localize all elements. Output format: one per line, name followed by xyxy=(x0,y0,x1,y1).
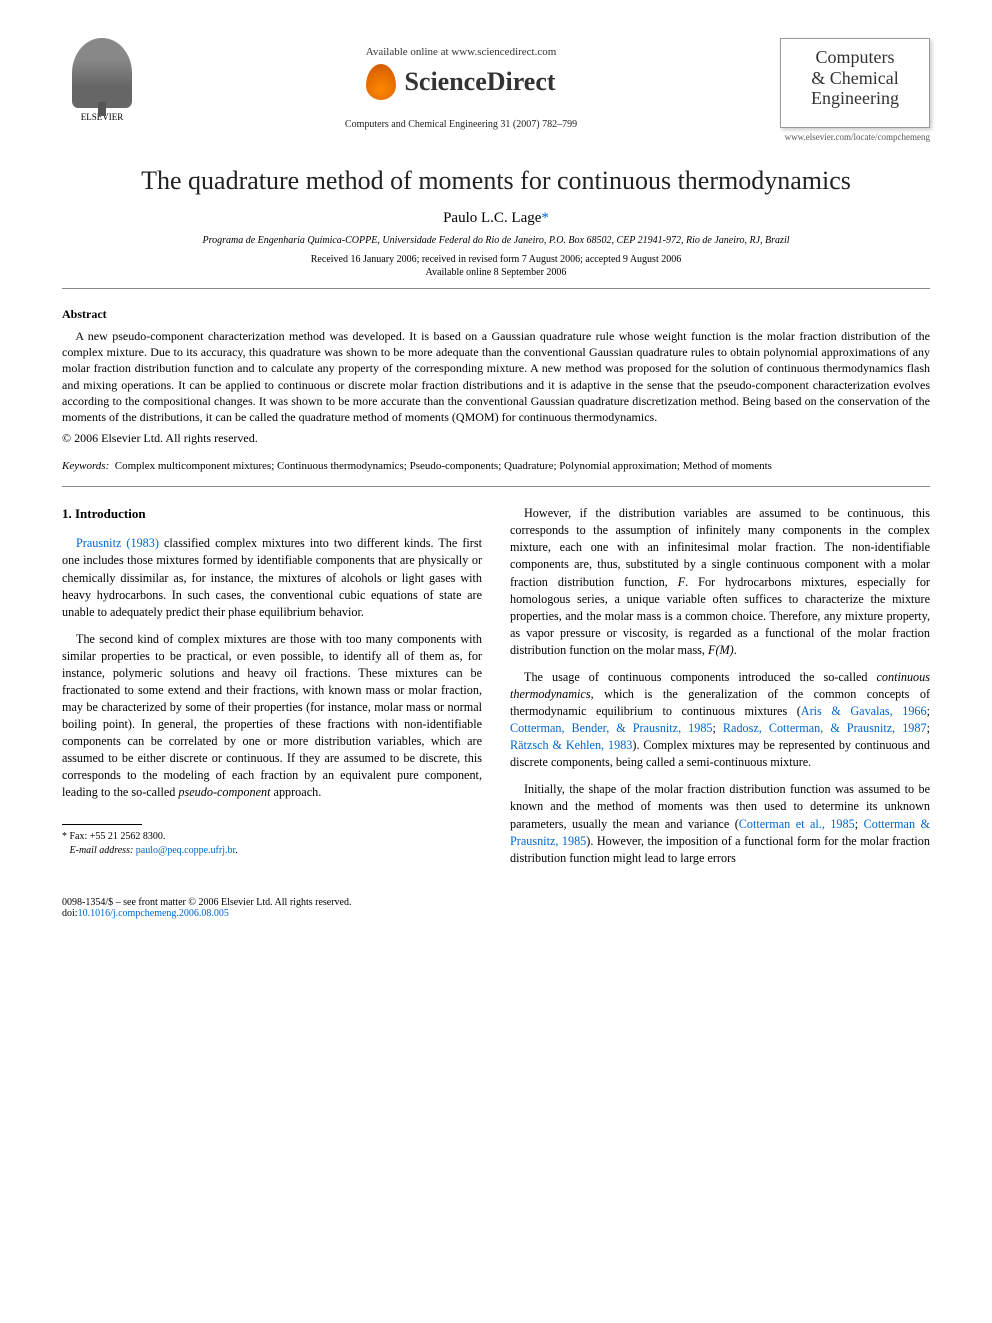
journal-box-line3: Engineering xyxy=(787,88,923,109)
header-row: ELSEVIER Available online at www.science… xyxy=(62,38,930,142)
affiliation: Programa de Engenharia Química-COPPE, Un… xyxy=(62,235,930,246)
r-p1d: F(M) xyxy=(708,643,734,657)
left-p2-pseudo: pseudo-component xyxy=(178,785,270,799)
abstract-p1: A new pseudo-component characterization … xyxy=(62,329,930,424)
body-columns: 1. Introduction Prausnitz (1983) classif… xyxy=(62,505,930,877)
r-p2g: ; xyxy=(713,721,723,735)
journal-box-line1: Computers xyxy=(787,47,923,68)
journal-box-wrapper: Computers & Chemical Engineering www.els… xyxy=(780,38,930,142)
section-heading: 1. Introduction xyxy=(62,505,482,523)
right-p1: However, if the distribution variables a… xyxy=(510,505,930,659)
journal-box-line2: & Chemical xyxy=(787,68,923,89)
sciencedirect-text: ScienceDirect xyxy=(404,67,555,97)
r-p2a: The usage of continuous components intro… xyxy=(524,670,877,684)
left-p2: The second kind of complex mixtures are … xyxy=(62,631,482,802)
left-p2-a: The second kind of complex mixtures are … xyxy=(62,632,482,800)
dates-online: Available online 8 September 2006 xyxy=(62,267,930,278)
doi-link[interactable]: 10.1016/j.compchemeng.2006.08.005 xyxy=(78,908,229,919)
doi-line: doi:10.1016/j.compchemeng.2006.08.005 xyxy=(62,908,930,919)
doi-label: doi: xyxy=(62,908,78,919)
center-header: Available online at www.sciencedirect.co… xyxy=(142,38,780,138)
journal-url: www.elsevier.com/locate/compchemeng xyxy=(780,132,930,142)
r-p3c: ; xyxy=(855,817,864,831)
abstract-text: A new pseudo-component characterization … xyxy=(62,328,930,425)
cite-prausnitz[interactable]: Prausnitz (1983) xyxy=(76,536,159,550)
divider-top xyxy=(62,288,930,289)
fax-label: * Fax: xyxy=(62,831,87,842)
author-asterisk: * xyxy=(541,210,549,226)
sciencedirect-flame-icon xyxy=(366,64,396,100)
r-p2e: ; xyxy=(927,704,930,718)
abstract-heading: Abstract xyxy=(62,307,930,322)
footnote-fax: * Fax: +55 21 2562 8300. xyxy=(62,830,482,844)
elsevier-tree-icon xyxy=(72,38,132,108)
email-link[interactable]: paulo@peq.coppe.ufrj.br xyxy=(136,845,235,856)
r-p2i: ; xyxy=(927,721,930,735)
available-online-text: Available online at www.sciencedirect.co… xyxy=(142,46,780,58)
right-column: However, if the distribution variables a… xyxy=(510,505,930,877)
journal-reference: Computers and Chemical Engineering 31 (2… xyxy=(142,119,780,130)
right-p3: Initially, the shape of the molar fracti… xyxy=(510,781,930,866)
elsevier-logo: ELSEVIER xyxy=(62,38,142,122)
divider-bottom xyxy=(62,486,930,487)
article-title: The quadrature method of moments for con… xyxy=(62,166,930,196)
footnote-email: E-mail address: paulo@peq.coppe.ufrj.br. xyxy=(62,844,482,858)
fax-number: +55 21 2562 8300. xyxy=(87,831,165,842)
sciencedirect-block: ScienceDirect xyxy=(366,64,555,100)
left-p1: Prausnitz (1983) classified complex mixt… xyxy=(62,535,482,620)
copyright: © 2006 Elsevier Ltd. All rights reserved… xyxy=(62,431,930,446)
cite-cotterman2[interactable]: Cotterman et al., 1985 xyxy=(739,817,855,831)
footer-block: 0098-1354/$ – see front matter © 2006 El… xyxy=(62,897,930,919)
author-line: Paulo L.C. Lage* xyxy=(62,210,930,227)
journal-cover-box: Computers & Chemical Engineering xyxy=(780,38,930,128)
cite-cotterman1[interactable]: Cotterman, Bender, & Prausnitz, 1985 xyxy=(510,721,713,735)
dates-received: Received 16 January 2006; received in re… xyxy=(62,254,930,265)
keywords-line: Keywords: Complex multicomponent mixture… xyxy=(62,460,930,472)
cite-radosz[interactable]: Radosz, Cotterman, & Prausnitz, 1987 xyxy=(723,721,927,735)
left-column: 1. Introduction Prausnitz (1983) classif… xyxy=(62,505,482,877)
keywords-text: Complex multicomponent mixtures; Continu… xyxy=(115,460,772,472)
footnote-separator xyxy=(62,824,142,825)
issn-line: 0098-1354/$ – see front matter © 2006 El… xyxy=(62,897,930,908)
r-p1e: . xyxy=(734,643,737,657)
cite-ratzsch[interactable]: Rätzsch & Kehlen, 1983 xyxy=(510,738,632,752)
keywords-label: Keywords: xyxy=(62,460,109,472)
author-name: Paulo L.C. Lage xyxy=(443,210,541,226)
right-p2: The usage of continuous components intro… xyxy=(510,669,930,771)
left-p2-c: approach. xyxy=(270,785,321,799)
cite-aris[interactable]: Aris & Gavalas, 1966 xyxy=(801,704,927,718)
email-label: E-mail address: xyxy=(70,845,134,856)
